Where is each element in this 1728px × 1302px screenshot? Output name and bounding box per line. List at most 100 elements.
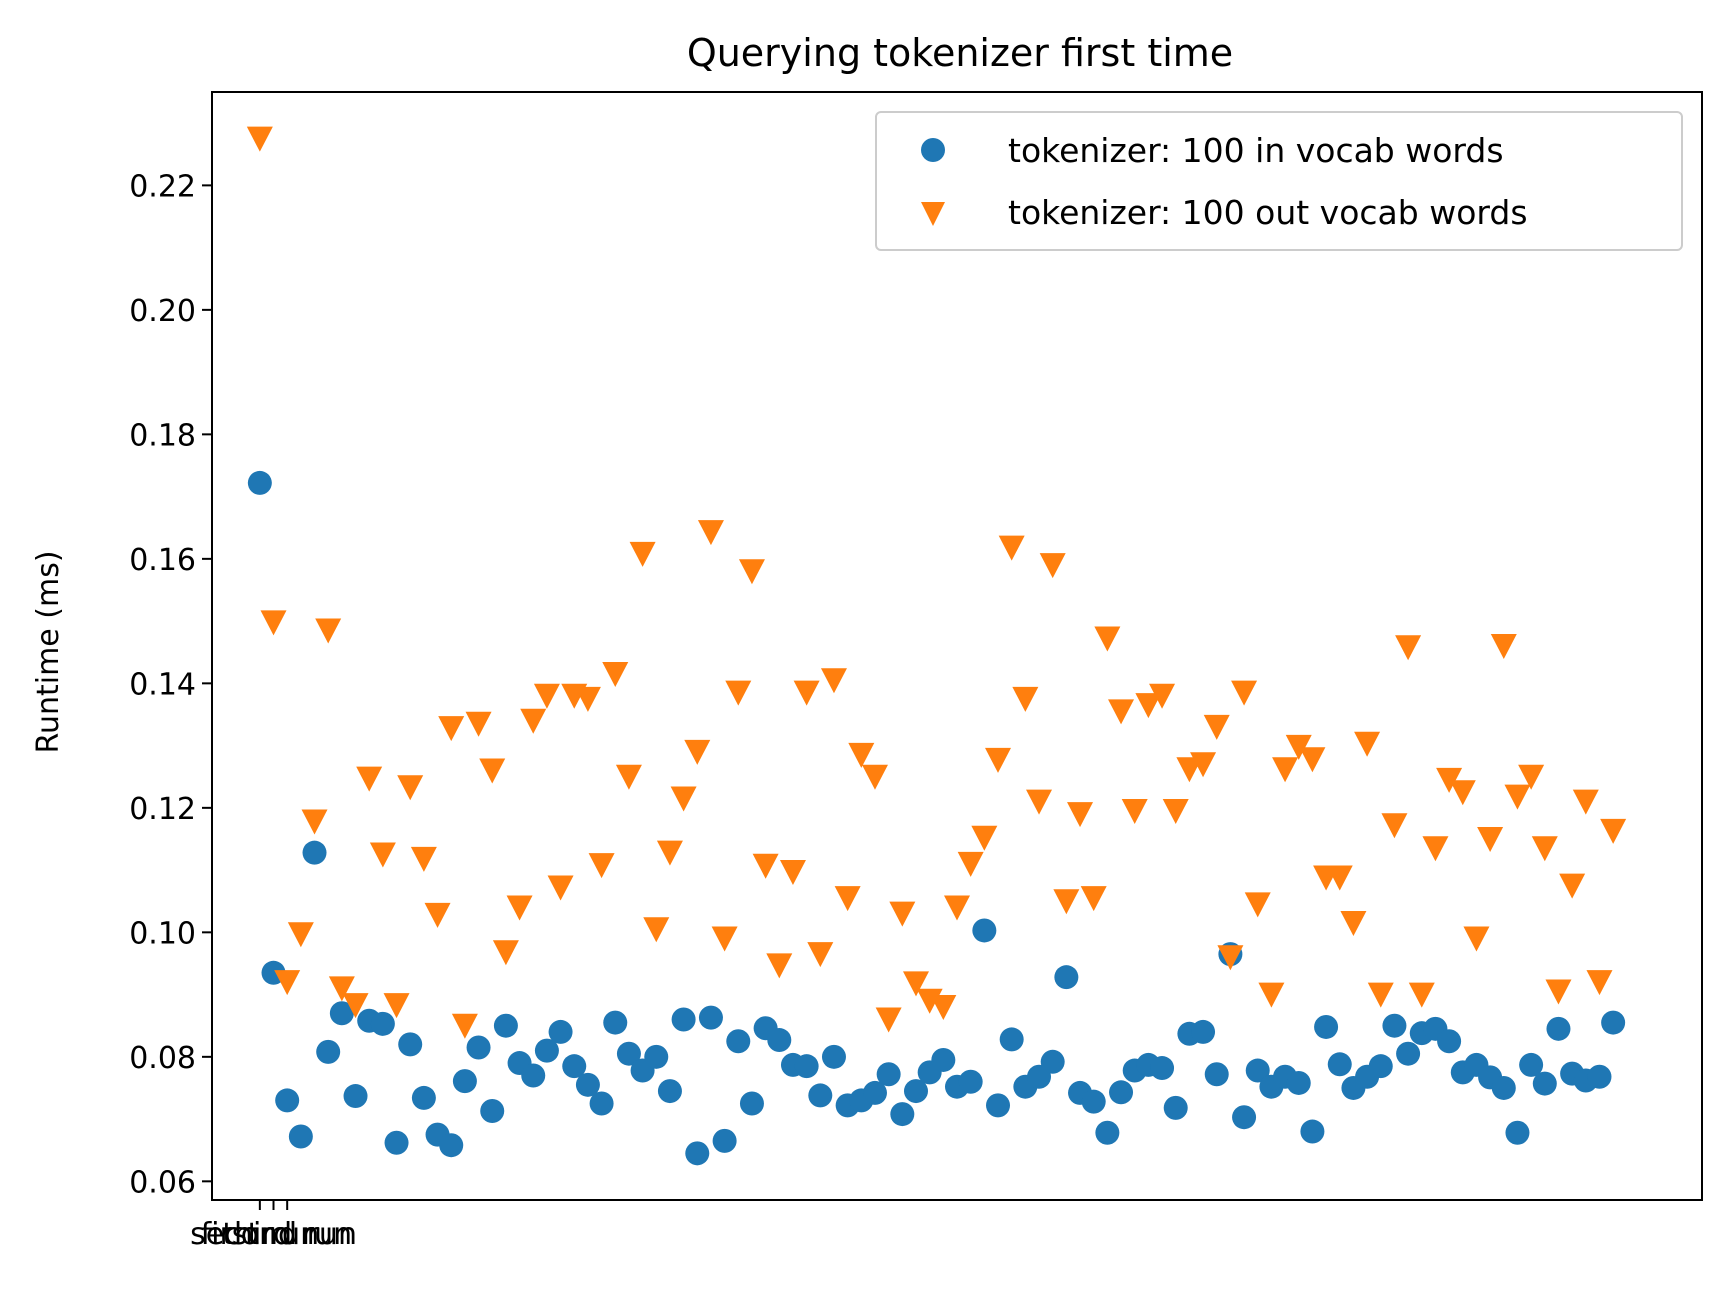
y-tick-label: 0.16 — [129, 543, 196, 578]
data-point-out-vocab — [602, 662, 629, 688]
data-point-in-vocab — [958, 1069, 983, 1094]
data-point-in-vocab — [1532, 1071, 1557, 1096]
data-point-out-vocab — [1367, 982, 1394, 1008]
data-point-out-vocab — [861, 764, 888, 790]
y-tick-label: 0.18 — [129, 418, 196, 453]
data-point-out-vocab — [301, 809, 328, 835]
data-point-in-vocab — [603, 1010, 628, 1035]
data-point-out-vocab — [1176, 757, 1203, 783]
data-point-out-vocab — [1504, 784, 1531, 810]
data-point-out-vocab — [1108, 699, 1135, 725]
data-point-in-vocab — [1314, 1014, 1339, 1039]
data-point-out-vocab — [1449, 780, 1476, 806]
data-point-in-vocab — [1095, 1120, 1120, 1145]
data-point-in-vocab — [302, 840, 327, 865]
data-point-out-vocab — [1463, 926, 1490, 952]
y-tick-label: 0.12 — [129, 792, 196, 827]
data-point-in-vocab — [739, 1091, 764, 1116]
data-point-out-vocab — [697, 520, 724, 546]
data-point-in-vocab — [288, 1124, 313, 1149]
data-point-out-vocab — [588, 853, 615, 879]
data-point-in-vocab — [1368, 1054, 1393, 1079]
data-point-out-vocab — [1572, 789, 1599, 815]
data-point-out-vocab — [807, 942, 834, 968]
plot-area — [212, 92, 1702, 1200]
data-point-in-vocab — [411, 1085, 436, 1110]
data-point-out-vocab — [684, 739, 711, 765]
data-point-out-vocab — [1067, 802, 1094, 828]
data-point-in-vocab — [1587, 1064, 1612, 1089]
data-point-out-vocab — [766, 953, 793, 979]
data-point-out-vocab — [670, 786, 697, 812]
data-point-out-vocab — [1518, 764, 1545, 790]
data-point-in-vocab — [1109, 1080, 1134, 1105]
data-point-out-vocab — [1490, 634, 1517, 659]
data-point-out-vocab — [1285, 734, 1312, 760]
data-point-in-vocab — [1300, 1119, 1325, 1144]
data-point-in-vocab — [575, 1072, 600, 1097]
data-point-in-vocab — [1505, 1120, 1530, 1145]
data-point-in-vocab — [698, 1005, 723, 1030]
data-point-in-vocab — [657, 1079, 682, 1104]
data-point-in-vocab — [562, 1054, 587, 1079]
data-point-in-vocab — [370, 1011, 395, 1036]
data-point-out-vocab — [424, 902, 451, 928]
data-point-in-vocab — [480, 1098, 505, 1123]
data-point-in-vocab — [452, 1069, 477, 1094]
data-point-out-vocab — [848, 742, 875, 768]
data-point-in-vocab — [1491, 1075, 1516, 1100]
legend-label-out-vocab: tokenizer: 100 out vocab words — [1008, 193, 1528, 232]
data-point-out-vocab — [1217, 945, 1244, 971]
data-point-out-vocab — [725, 680, 752, 706]
data-point-in-vocab — [1601, 1010, 1626, 1035]
data-point-out-vocab — [1586, 970, 1613, 996]
data-point-in-vocab — [1245, 1058, 1270, 1083]
data-point-out-vocab — [1381, 813, 1408, 839]
data-point-in-vocab — [808, 1083, 833, 1108]
data-point-in-vocab — [1396, 1041, 1421, 1066]
data-point-out-vocab — [656, 840, 683, 866]
data-point-in-vocab — [986, 1093, 1011, 1118]
data-point-in-vocab — [767, 1028, 792, 1053]
data-point-out-vocab — [1053, 889, 1080, 915]
data-point-in-vocab — [1232, 1105, 1257, 1130]
data-point-in-vocab — [439, 1133, 464, 1158]
data-point-in-vocab — [493, 1013, 518, 1038]
data-point-out-vocab — [1026, 789, 1053, 815]
data-point-out-vocab — [643, 917, 670, 943]
data-point-out-vocab — [520, 708, 547, 734]
data-point-out-vocab — [465, 711, 492, 737]
data-point-in-vocab — [712, 1128, 737, 1153]
x-tick-label: second run — [190, 1217, 357, 1252]
data-point-out-vocab — [547, 875, 574, 901]
data-point-out-vocab — [1121, 798, 1148, 824]
data-point-in-vocab — [685, 1141, 710, 1166]
data-points — [246, 126, 1627, 1166]
y-tick-label: 0.10 — [129, 916, 196, 951]
data-point-in-vocab — [1437, 1029, 1462, 1054]
y-tick-label: 0.06 — [129, 1165, 196, 1200]
series-in-vocab — [247, 470, 1626, 1166]
plot-frame — [211, 91, 1703, 1201]
data-point-out-vocab — [779, 859, 806, 885]
data-point-out-vocab — [971, 825, 998, 851]
data-point-in-vocab — [903, 1079, 928, 1104]
data-point-out-vocab — [342, 993, 369, 1019]
data-point-out-vocab — [629, 541, 656, 567]
data-point-out-vocab — [315, 618, 342, 644]
data-point-in-vocab — [671, 1007, 696, 1032]
data-point-in-vocab — [1054, 965, 1079, 990]
data-point-out-vocab — [1299, 747, 1326, 773]
data-point-out-vocab — [533, 683, 560, 709]
data-point-in-vocab — [1519, 1052, 1544, 1077]
y-tick-label: 0.08 — [129, 1041, 196, 1076]
data-point-out-vocab — [1531, 836, 1558, 862]
data-point-in-vocab — [384, 1130, 409, 1155]
y-tick-label: 0.22 — [129, 169, 196, 204]
data-point-out-vocab — [752, 853, 779, 879]
data-point-out-vocab — [438, 716, 465, 742]
data-point-in-vocab — [726, 1029, 751, 1054]
data-point-out-vocab — [1231, 680, 1258, 706]
legend-marker-in-vocab — [921, 138, 945, 162]
